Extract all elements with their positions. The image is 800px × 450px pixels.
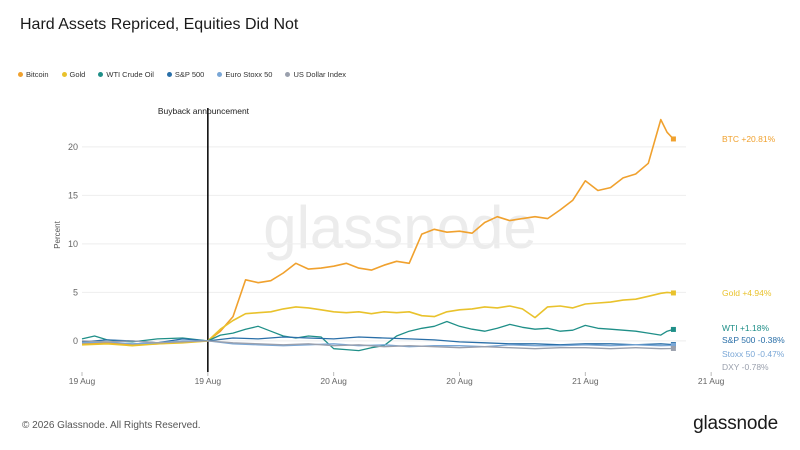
end-label-gold: Gold +4.94% bbox=[722, 288, 772, 298]
end-labels: BTC +20.81% Gold +4.94% WTI +1.18% S&P 500 … bbox=[722, 134, 785, 372]
legend-item-stoxx[interactable]: Euro Stoxx 50 bbox=[217, 70, 272, 79]
x-tick-label: 20 Aug bbox=[320, 376, 347, 386]
end-label-wti: WTI +1.18% bbox=[722, 323, 769, 333]
glassnode-logo: glassnode bbox=[693, 413, 778, 434]
y-tick-label: 15 bbox=[68, 190, 78, 200]
legend-swatch-gold bbox=[61, 72, 67, 77]
x-tick-label: 20 Aug bbox=[446, 376, 473, 386]
legend-swatch-sp500 bbox=[166, 72, 172, 77]
end-point-bitcoin bbox=[670, 136, 676, 142]
legend-label-sp500: S&P 500 bbox=[174, 70, 205, 79]
chart-legend: Bitcoin Gold WTI Crude Oil S&P 500 Euro … bbox=[18, 70, 346, 79]
legend-item-bitcoin[interactable]: Bitcoin bbox=[18, 70, 49, 79]
event-marker: Buyback announcement bbox=[158, 106, 250, 372]
copyright-text: © 2026 Glassnode. All Rights Reserved. bbox=[22, 420, 201, 431]
legend-swatch-stoxx bbox=[217, 72, 223, 77]
y-tick-label: 20 bbox=[68, 142, 78, 152]
legend-swatch-dxy bbox=[285, 72, 291, 77]
end-point-stoxx bbox=[670, 342, 676, 348]
x-tick-label: 21 Aug bbox=[698, 376, 725, 386]
end-label-dxy: DXY -0.78% bbox=[722, 362, 769, 372]
series-lines bbox=[81, 118, 676, 352]
x-axis: 19 Aug 19 Aug 20 Aug 20 Aug 21 Aug 21 Aug bbox=[69, 372, 725, 386]
series-line-dxy bbox=[81, 340, 674, 350]
series-line-wti bbox=[81, 320, 674, 352]
end-label-bitcoin: BTC +20.81% bbox=[722, 134, 776, 144]
legend-item-dxy[interactable]: US Dollar Index bbox=[285, 70, 346, 79]
end-point-gold bbox=[670, 290, 676, 296]
legend-label-stoxx: Euro Stoxx 50 bbox=[225, 70, 273, 79]
legend-swatch-bitcoin bbox=[18, 72, 23, 77]
watermark-logo: glassnode bbox=[263, 194, 537, 261]
legend-item-wti[interactable]: WTI Crude Oil bbox=[98, 70, 154, 79]
series-line-bitcoin bbox=[81, 118, 674, 346]
legend-item-gold[interactable]: Gold bbox=[61, 70, 86, 79]
legend-label-wti: WTI Crude Oil bbox=[106, 70, 154, 79]
legend-swatch-wti bbox=[98, 72, 104, 77]
series-line-gold bbox=[81, 291, 674, 347]
y-axis-title: Percent bbox=[53, 220, 62, 248]
y-axis: 0 5 10 15 20 bbox=[68, 142, 78, 346]
legend-label-dxy: US Dollar Index bbox=[293, 70, 346, 79]
x-tick-label: 19 Aug bbox=[69, 376, 96, 386]
end-label-stoxx: Stoxx 50 -0.47% bbox=[722, 349, 785, 359]
end-point-dxy bbox=[670, 345, 676, 351]
x-tick-label: 19 Aug bbox=[195, 376, 222, 386]
x-tick-label: 21 Aug bbox=[572, 376, 599, 386]
series-line-sp500 bbox=[81, 336, 674, 346]
legend-item-sp500[interactable]: S&P 500 bbox=[166, 70, 205, 79]
legend-label-bitcoin: Bitcoin bbox=[26, 70, 49, 79]
y-tick-label: 0 bbox=[73, 336, 78, 346]
legend-label-gold: Gold bbox=[69, 70, 86, 79]
y-tick-label: 5 bbox=[73, 287, 78, 297]
chart-title: Hard Assets Repriced, Equities Did Not bbox=[20, 16, 299, 33]
series-line-stoxx bbox=[81, 340, 674, 348]
end-label-sp500: S&P 500 -0.38% bbox=[722, 335, 785, 345]
end-point-wti bbox=[670, 326, 676, 332]
buyback-label: Buyback announcement bbox=[158, 106, 250, 116]
y-tick-label: 10 bbox=[68, 239, 78, 249]
